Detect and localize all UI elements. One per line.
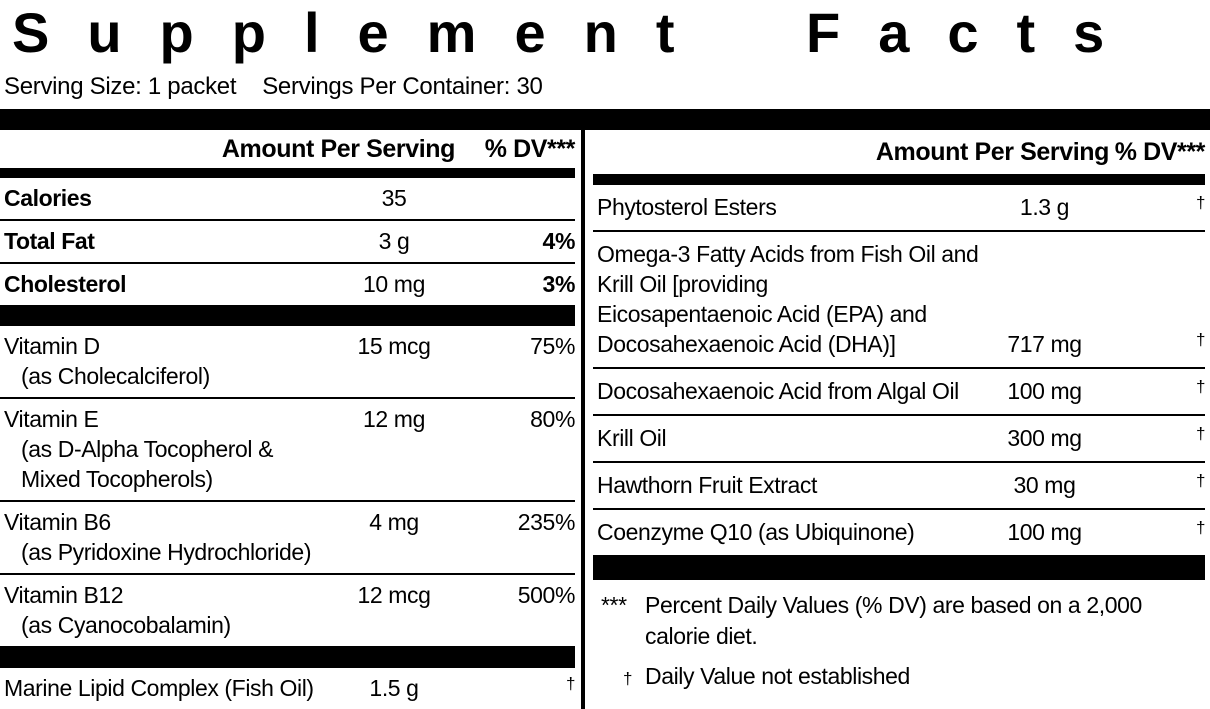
row-total-fat: Total Fat 3 g 4%: [0, 218, 576, 262]
row-vitamin-e: Vitamin E (as D-Alpha Tocopherol & Mixed…: [0, 397, 575, 500]
nutrient-name-main: Vitamin D: [4, 333, 100, 360]
daily-value-footnote: † Daily Value not established: [599, 661, 1205, 692]
asterisks-marker: ***: [601, 591, 627, 618]
row-hawthorn-fruit-extract: Hawthorn Fruit Extract 30 mg †: [593, 460, 1205, 508]
nutrient-source: (as Cholecalciferol): [21, 363, 210, 390]
nutrient-amount: 1.3 g: [1019, 193, 1070, 220]
nutrient-name: Krill Oil: [597, 424, 667, 451]
nutrient-name: Docosahexaenoic Acid from Algal Oil: [597, 377, 959, 404]
column-divider: [581, 129, 585, 709]
row-vitamin-d: Vitamin D (as Cholecalciferol) 15 mcg 75…: [0, 326, 575, 397]
nutrient-name: Total Fat: [4, 227, 95, 254]
nutrient-amount: 30 mg: [1013, 471, 1076, 498]
right-column: Amount Per Serving % DV*** Phytosterol E…: [593, 130, 1210, 709]
row-calories: Calories 35: [0, 178, 575, 219]
nutrient-dv: 4%: [542, 227, 576, 254]
nutrient-last-line: Docosahexaenoic Acid (DHA)] 717 mg †: [593, 329, 1205, 359]
nutrient-name-main: Vitamin E: [4, 406, 99, 433]
nutrient-dv-dagger: †: [1195, 329, 1205, 349]
footnotes: *** Percent Daily Values (% DV) are base…: [593, 580, 1205, 701]
nutrient-dv-dagger: †: [1195, 517, 1205, 537]
nutrient-name: Coenzyme Q10 (as Ubiquinone): [597, 518, 915, 545]
facts-table: Amount Per Serving % DV*** Calories 35 T…: [0, 129, 1210, 709]
right-header-bar: [593, 173, 1205, 185]
nutrient-name-line: Omega-3 Fatty Acids from Fish Oil and: [597, 240, 979, 267]
row-krill-oil: Krill Oil 300 mg †: [593, 413, 1205, 461]
nutrient-dv-dagger: †: [565, 674, 575, 693]
nutrient-amount: 1.5 g: [369, 675, 419, 701]
nutrient-name: Vitamin E (as D-Alpha Tocopherol & Mixed…: [0, 404, 329, 494]
serving-info: Serving Size: 1 packet Servings Per Conta…: [0, 65, 1210, 101]
dagger-marker: †: [623, 668, 633, 688]
right-amount-per-serving-header: Amount Per Serving: [875, 137, 1110, 166]
nutrient-dv-dagger: †: [1195, 470, 1205, 490]
row-vitamin-b12: Vitamin B12 (as Cyanocobalamin) 12 mcg 5…: [0, 573, 575, 646]
top-separator-bar: [0, 108, 1210, 130]
nutrient-dv-dagger: †: [1195, 423, 1205, 443]
nutrient-name-line: Eicosapentaenoic Acid (EPA) and: [597, 300, 927, 327]
row-omega-3: Omega-3 Fatty Acids from Fish Oil and Kr…: [593, 229, 1205, 367]
left-column: Amount Per Serving % DV*** Calories 35 T…: [0, 130, 575, 709]
row-dha-algal-oil: Docosahexaenoic Acid from Algal Oil 100 …: [593, 366, 1205, 414]
nutrient-name-main: Vitamin B12: [4, 582, 124, 609]
nutrient-amount: 100 mg: [1007, 518, 1082, 545]
percent-dv-footnote: *** Percent Daily Values (% DV) are base…: [599, 590, 1205, 652]
nutrient-name: Omega-3 Fatty Acids from Fish Oil and Kr…: [593, 239, 1205, 359]
nutrient-amount: 100 mg: [1007, 377, 1082, 404]
right-column-header: Amount Per Serving % DV***: [593, 130, 1206, 174]
right-section-bar: [593, 554, 1205, 580]
left-section-bar-2: [0, 646, 575, 668]
left-section-bar: [0, 304, 575, 327]
right-percent-dv-header: % DV***: [1114, 137, 1206, 166]
nutrient-amount: 15 mcg: [357, 333, 431, 360]
nutrient-dv-dagger: †: [1195, 192, 1205, 212]
row-marine-lipid-complex: Marine Lipid Complex (Fish Oil) 1.5 g †: [0, 668, 575, 709]
panel-title: Supplement Facts: [12, 1, 1143, 64]
row-phytosterol-esters: Phytosterol Esters 1.3 g †: [593, 185, 1205, 230]
left-percent-dv-header: % DV***: [484, 134, 576, 163]
nutrient-dv-dagger: †: [1195, 376, 1205, 396]
nutrient-dv: 500%: [517, 582, 576, 609]
nutrient-dv: 80%: [530, 406, 575, 433]
left-column-header: Amount Per Serving % DV***: [0, 130, 576, 168]
row-cholesterol: Cholesterol 10 mg 3%: [0, 261, 576, 305]
nutrient-amount: 35: [381, 184, 407, 211]
row-vitamin-b6: Vitamin B6 (as Pyridoxine Hydrochloride)…: [0, 500, 575, 573]
nutrient-name: Vitamin D (as Cholecalciferol): [0, 331, 329, 391]
nutrient-source: (as Pyridoxine Hydrochloride): [21, 539, 312, 566]
nutrient-dv: 235%: [517, 509, 576, 536]
nutrient-amount: 12 mcg: [357, 582, 431, 609]
nutrient-source: Mixed Tocopherols): [21, 466, 213, 493]
left-amount-per-serving-header: Amount Per Serving: [221, 134, 456, 163]
serving-size: Serving Size: 1 packet: [4, 72, 237, 100]
nutrient-name: Phytosterol Esters: [597, 193, 777, 220]
row-coenzyme-q10: Coenzyme Q10 (as Ubiquinone) 100 mg †: [593, 507, 1205, 555]
nutrient-amount: 12 mg: [363, 406, 425, 433]
left-header-bar: [0, 167, 575, 178]
servings-per-container: Servings Per Container: 30: [262, 72, 543, 100]
nutrient-dv: 3%: [542, 270, 576, 297]
nutrient-name-line: Docosahexaenoic Acid (DHA)]: [597, 330, 896, 357]
percent-dv-footnote-text: Percent Daily Values (% DV) are based on…: [645, 591, 1142, 649]
nutrient-name-line: Krill Oil [providing: [597, 270, 768, 297]
nutrient-name: Marine Lipid Complex (Fish Oil): [4, 675, 314, 701]
nutrient-dv: 75%: [530, 333, 575, 360]
nutrient-amount: 3 g: [378, 227, 410, 254]
nutrient-amount: 717 mg: [1007, 330, 1082, 357]
nutrient-amount: 10 mg: [363, 270, 425, 297]
nutrient-amount: 300 mg: [1007, 424, 1082, 451]
nutrient-name: Calories: [4, 184, 92, 211]
nutrient-name: Vitamin B6 (as Pyridoxine Hydrochloride): [0, 507, 329, 567]
daily-value-footnote-text: Daily Value not established: [645, 662, 910, 689]
nutrient-source: (as D-Alpha Tocopherol &: [21, 436, 274, 463]
nutrient-amount: 4 mg: [369, 509, 419, 536]
nutrient-name-main: Vitamin B6: [4, 509, 111, 536]
nutrient-name: Cholesterol: [4, 270, 127, 297]
nutrient-name: Vitamin B12 (as Cyanocobalamin): [0, 580, 329, 640]
nutrient-source: (as Cyanocobalamin): [21, 612, 231, 639]
nutrient-name: Hawthorn Fruit Extract: [597, 471, 817, 498]
